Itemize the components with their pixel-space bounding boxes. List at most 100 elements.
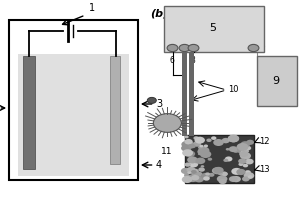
Text: 3: 3 <box>156 99 162 109</box>
Bar <box>110 56 120 164</box>
Circle shape <box>181 168 190 174</box>
Circle shape <box>185 176 190 179</box>
Circle shape <box>187 167 196 173</box>
Circle shape <box>211 136 217 140</box>
Circle shape <box>221 172 228 176</box>
Text: (b): (b) <box>150 8 168 18</box>
Circle shape <box>228 135 239 142</box>
Circle shape <box>231 168 242 175</box>
Circle shape <box>225 156 232 162</box>
Circle shape <box>240 152 251 160</box>
Bar <box>9 20 138 180</box>
Circle shape <box>239 151 248 157</box>
Circle shape <box>245 159 254 164</box>
Circle shape <box>248 44 259 52</box>
Circle shape <box>217 175 227 182</box>
Circle shape <box>186 141 193 145</box>
Circle shape <box>223 159 228 162</box>
Circle shape <box>236 169 246 175</box>
Circle shape <box>213 167 224 174</box>
Circle shape <box>187 156 198 163</box>
Circle shape <box>240 141 250 148</box>
Circle shape <box>212 168 219 173</box>
Circle shape <box>167 44 178 52</box>
Circle shape <box>184 135 189 138</box>
Circle shape <box>196 159 203 163</box>
Circle shape <box>244 170 251 174</box>
Text: 10: 10 <box>228 85 238 94</box>
Circle shape <box>212 167 223 174</box>
Circle shape <box>198 147 209 154</box>
Circle shape <box>194 136 199 140</box>
Text: 13: 13 <box>260 164 270 173</box>
Circle shape <box>184 139 193 144</box>
Circle shape <box>191 171 199 176</box>
Circle shape <box>242 176 250 181</box>
Circle shape <box>201 173 210 179</box>
Text: 5: 5 <box>209 23 217 33</box>
Circle shape <box>229 146 238 152</box>
Circle shape <box>201 165 204 168</box>
Circle shape <box>213 139 224 146</box>
Text: 11: 11 <box>161 147 172 156</box>
Circle shape <box>192 145 196 148</box>
Circle shape <box>182 176 192 183</box>
Text: 9: 9 <box>272 76 280 86</box>
Circle shape <box>195 172 203 177</box>
Circle shape <box>206 138 212 142</box>
Circle shape <box>228 135 239 142</box>
Circle shape <box>236 143 248 151</box>
Circle shape <box>243 164 248 167</box>
Circle shape <box>198 167 205 172</box>
Circle shape <box>187 171 191 174</box>
Circle shape <box>197 148 207 155</box>
Circle shape <box>244 149 249 153</box>
Circle shape <box>226 148 230 151</box>
Circle shape <box>195 158 205 164</box>
Circle shape <box>192 176 198 180</box>
Circle shape <box>205 172 210 176</box>
Circle shape <box>204 144 208 147</box>
Circle shape <box>229 176 238 182</box>
Circle shape <box>238 163 243 166</box>
Circle shape <box>208 158 212 161</box>
Bar <box>164 6 264 52</box>
Circle shape <box>191 170 197 174</box>
Text: 1: 1 <box>88 3 94 13</box>
Circle shape <box>198 145 204 149</box>
Circle shape <box>241 150 246 153</box>
Circle shape <box>198 137 202 140</box>
Circle shape <box>233 149 239 153</box>
Bar <box>184 135 254 183</box>
Circle shape <box>228 136 234 140</box>
Circle shape <box>185 151 195 157</box>
Circle shape <box>190 169 199 174</box>
Circle shape <box>194 137 205 144</box>
Circle shape <box>183 176 192 182</box>
Text: 12: 12 <box>260 136 270 146</box>
Circle shape <box>179 44 190 52</box>
Circle shape <box>194 159 200 163</box>
Circle shape <box>222 138 230 143</box>
Circle shape <box>208 173 214 177</box>
Text: 8: 8 <box>190 56 195 65</box>
Circle shape <box>184 162 191 167</box>
Text: 6: 6 <box>169 56 174 65</box>
Circle shape <box>200 150 211 158</box>
Circle shape <box>198 153 201 155</box>
Circle shape <box>147 97 156 103</box>
Bar <box>189 52 194 136</box>
Bar <box>18 54 129 176</box>
Circle shape <box>181 141 192 148</box>
Circle shape <box>153 114 182 132</box>
Circle shape <box>193 141 201 147</box>
Circle shape <box>189 161 198 167</box>
Circle shape <box>248 175 253 178</box>
Circle shape <box>244 172 254 179</box>
Bar <box>256 56 297 106</box>
Circle shape <box>182 149 193 157</box>
Circle shape <box>181 145 191 152</box>
Circle shape <box>187 174 199 182</box>
Circle shape <box>191 175 199 180</box>
Circle shape <box>246 140 254 145</box>
